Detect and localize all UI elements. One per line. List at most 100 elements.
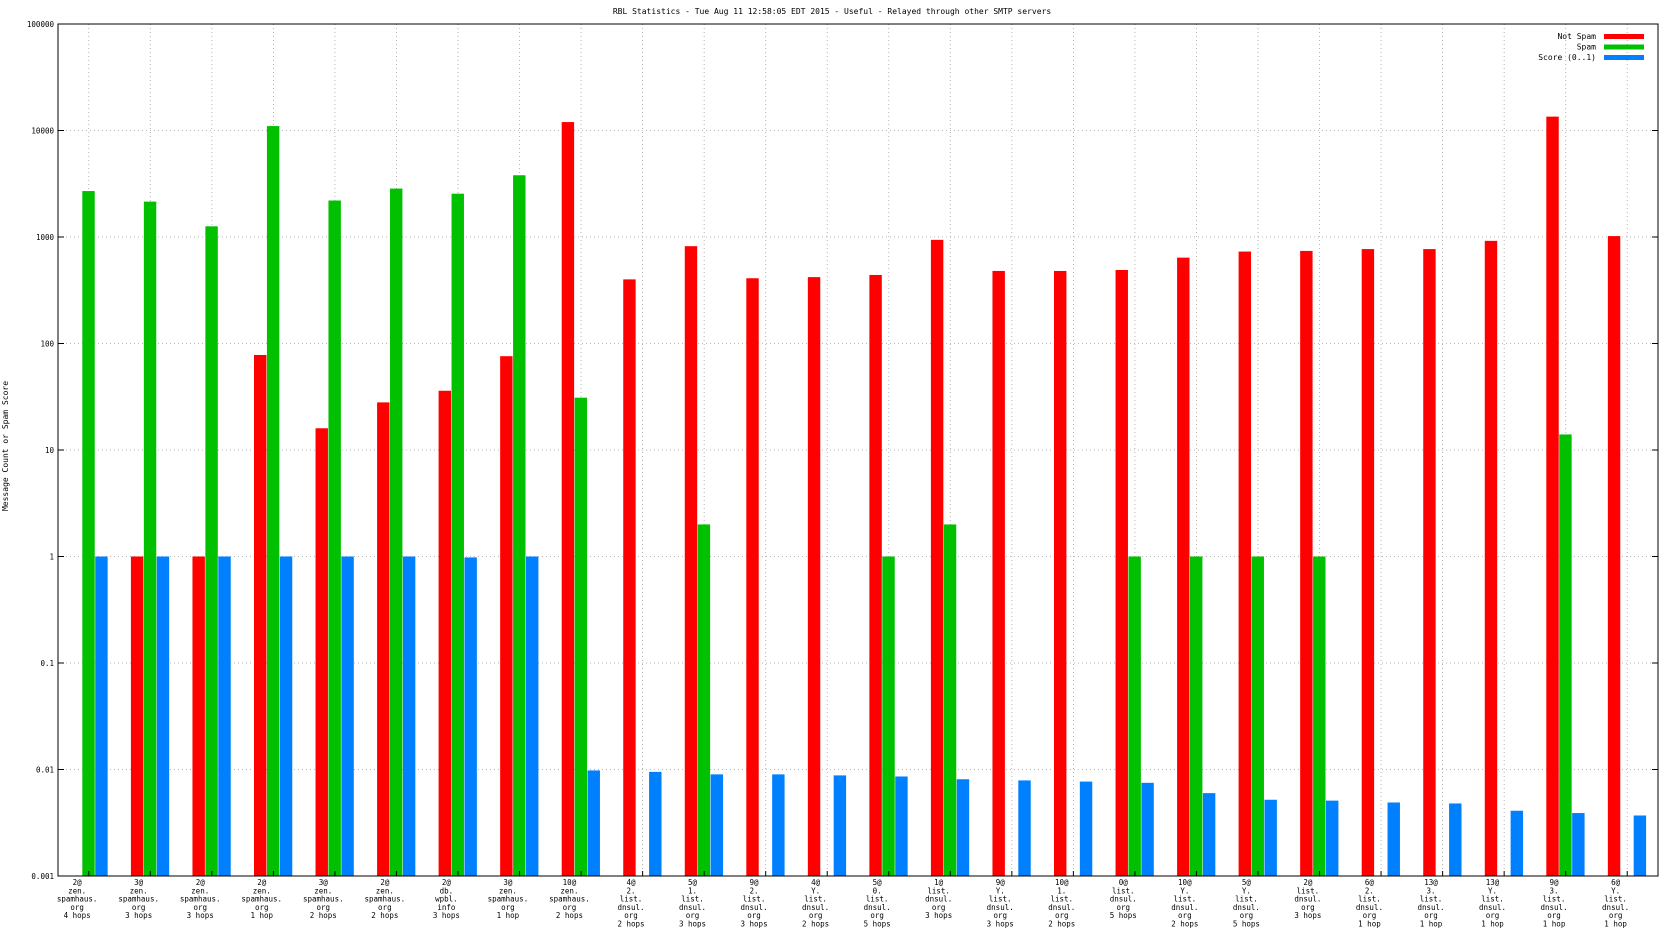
bar-score-0-1 [1510,810,1524,876]
bar-not-spam [869,274,882,877]
x-category-label: 4@ 2. list. dnsul. org 2 hops [617,878,644,929]
bar-score-0-1 [1572,813,1585,876]
bar-not-spam [130,556,144,876]
bar-not-spam [746,278,759,876]
legend-label: Spam [1577,43,1596,52]
x-category-label: 13@ 3. list. dnsul. org 1 hop [1417,878,1444,929]
x-category-label: 9@ 3. list. dnsul. org 1 hop [1541,878,1568,929]
bar-spam [697,524,711,876]
y-tick-label: 100 [40,340,54,349]
y-axis-label: Message Count or Spam Score [1,381,10,511]
bar-score-0-1 [1633,815,1647,876]
bar-score-0-1 [956,779,970,876]
x-category-labels: 2@ zen. spamhaus. org 4 hops 3@ zen. spamhaus. o… [57,878,1629,929]
x-category-label: 10@ 1. list. dnsul. org 2 hops [1048,878,1075,929]
bar-spam [513,175,526,876]
bar-spam [205,226,218,876]
bar-not-spam [623,279,636,876]
bar-spam [1190,556,1203,876]
bar-not-spam [500,356,513,876]
bar-score-0-1 [895,776,908,876]
y-tick-label: 10000 [31,127,54,136]
bar-not-spam [1300,250,1313,876]
legend-swatch [1604,34,1644,39]
x-category-label: 9@ 2. list. dnsul. org 3 hops [741,878,768,929]
bar-not-spam [684,246,698,876]
bar-not-spam [561,122,575,876]
bar-score-0-1 [1202,793,1216,876]
bar-score-0-1 [341,556,354,876]
x-category-label: 5@ 0. list. dnsul. org 5 hops [864,878,891,929]
bar-score-0-1 [218,556,231,876]
x-category-label: 5@ Y. list. dnsul. org 5 hops [1233,878,1260,929]
x-category-label: 2@ db. wpbl. info 3 hops [433,878,460,920]
x-category-label: 3@ zen. spamhaus. org 1 hop [488,878,529,920]
bar-not-spam [1484,240,1498,877]
x-category-label: 6@ Y. list. dnsul. org 1 hop [1602,878,1629,929]
x-category-label: 3@ zen. spamhaus. org 3 hops [118,878,159,920]
x-category-label: 6@ 2. list. dnsul. org 1 hop [1356,878,1383,929]
bar-not-spam [192,556,205,876]
y-tick-label: 1000 [36,233,55,242]
bar-score-0-1 [1387,802,1400,876]
bar-not-spam [807,277,821,876]
bar-score-0-1 [279,556,293,876]
bar-not-spam [1115,269,1128,876]
bar-spam [451,193,464,876]
bar-score-0-1 [464,557,477,876]
bar-score-0-1 [1141,782,1154,876]
bar-score-0-1 [1079,781,1093,876]
legend-swatch [1604,44,1644,50]
bar-spam [1251,556,1264,876]
legend-label: Not Spam [1557,32,1596,41]
bar-not-spam [1607,236,1621,876]
bar-spam [882,556,895,876]
x-category-label: 4@ Y. list. dnsul. org 2 hops [802,878,829,929]
x-category-label: 2@ zen. spamhaus. org 4 hops [57,878,98,920]
bar-score-0-1 [402,556,416,876]
bar-score-0-1 [1264,799,1277,876]
x-category-label: 2@ list. dnsul. org 3 hops [1294,878,1321,920]
bar-spam [1313,556,1326,876]
bar-not-spam [930,239,944,877]
bar-score-0-1 [587,770,600,876]
y-tick-label: 0.001 [31,872,54,881]
bar-not-spam [992,270,1005,876]
bar-not-spam [438,390,452,876]
legend-swatch [1604,55,1644,60]
x-category-label: 0@ list. dnsul. org 5 hops [1110,878,1137,920]
y-ticks: 0.001 0.01 0.1 1 10 100 1000 10000 100000 [27,20,1658,881]
bar-score-0-1 [833,775,847,876]
x-category-label: 5@ 1. list. dnsul. org 3 hops [679,878,706,929]
bar-spam [328,200,341,876]
y-tick-label: 100000 [27,20,55,29]
y-tick-label: 1 [49,553,54,562]
y-tick-label: 10 [45,446,55,455]
x-category-label: 3@ zen. spamhaus. org 2 hops [303,878,344,920]
x-category-label: 13@ Y. list. dnsul. org 1 hop [1479,878,1506,929]
x-category-label: 2@ zen. spamhaus. org 3 hops [180,878,221,920]
x-category-label: 1@ list. dnsul. org 3 hops [925,878,952,920]
bar-not-spam [1054,270,1067,876]
x-category-label: 9@ Y. list. dnsul. org 3 hops [987,878,1014,929]
bar-not-spam [1546,116,1559,877]
bar-spam [82,191,95,876]
x-category-label: 10@ zen. spamhaus. org 2 hops [549,878,590,920]
bar-spam [574,397,588,876]
bar-score-0-1 [710,774,724,876]
bar-spam [943,524,957,876]
bar-not-spam [315,428,328,876]
bar-not-spam [1361,249,1375,877]
y-tick-label: 0.01 [36,766,54,775]
grid-lines [58,24,1658,876]
x-category-label: 10@ Y. list. dnsul. org 2 hops [1171,878,1198,929]
bar-score-0-1 [95,556,108,876]
bar-not-spam [1177,257,1190,876]
bar-score-0-1 [1326,800,1339,876]
x-category-label: 2@ zen. spamhaus. org 2 hops [365,878,406,920]
legend-label: Score (0..1) [1538,53,1596,62]
bar-not-spam [254,354,267,876]
x-category-label: 2@ zen. spamhaus. org 1 hop [241,878,282,920]
